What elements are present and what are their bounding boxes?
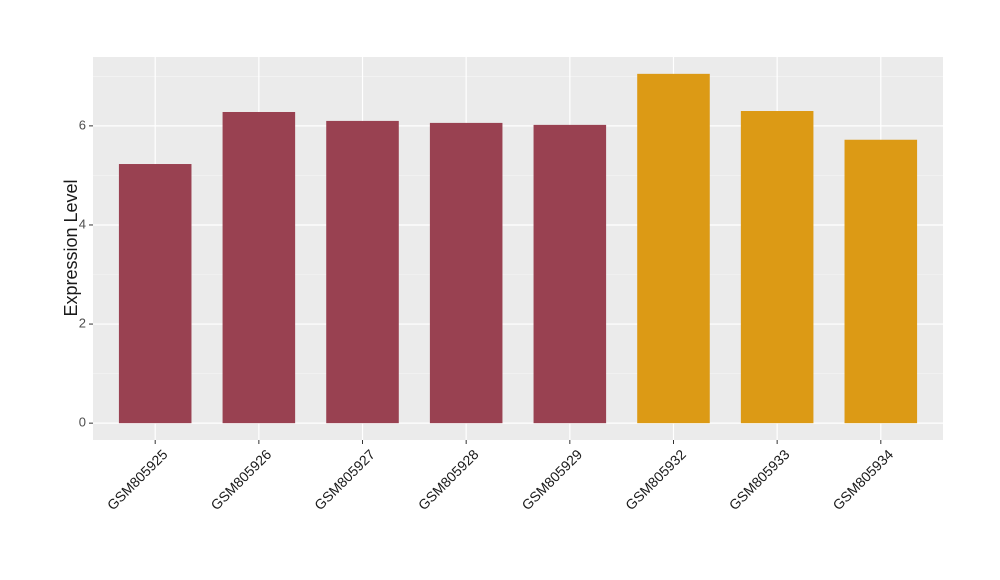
x-tick-label: GSM805928 [415, 446, 482, 513]
y-axis-title: Expression Level [61, 179, 81, 316]
panel [93, 57, 943, 440]
x-tick-label: GSM805929 [518, 446, 585, 513]
x-tick-label: GSM805932 [622, 446, 689, 513]
bar [637, 73, 710, 424]
y-tick-label: 4 [79, 216, 86, 231]
y-tick-label: 6 [79, 117, 86, 132]
x-tick-label: GSM805934 [829, 446, 896, 513]
y-tick-label: 2 [79, 315, 86, 330]
bar [533, 124, 607, 424]
y-tick-label: 0 [79, 415, 86, 430]
bar [429, 122, 503, 424]
bar [222, 111, 296, 424]
x-tick-label: GSM805926 [207, 446, 274, 513]
bar [326, 120, 399, 424]
x-tick-label: GSM805927 [311, 446, 378, 513]
x-tick-label: GSM805933 [726, 446, 793, 513]
x-tick-label: GSM805925 [104, 446, 171, 513]
bar [740, 111, 814, 424]
bar [844, 139, 918, 424]
bar [118, 164, 192, 424]
